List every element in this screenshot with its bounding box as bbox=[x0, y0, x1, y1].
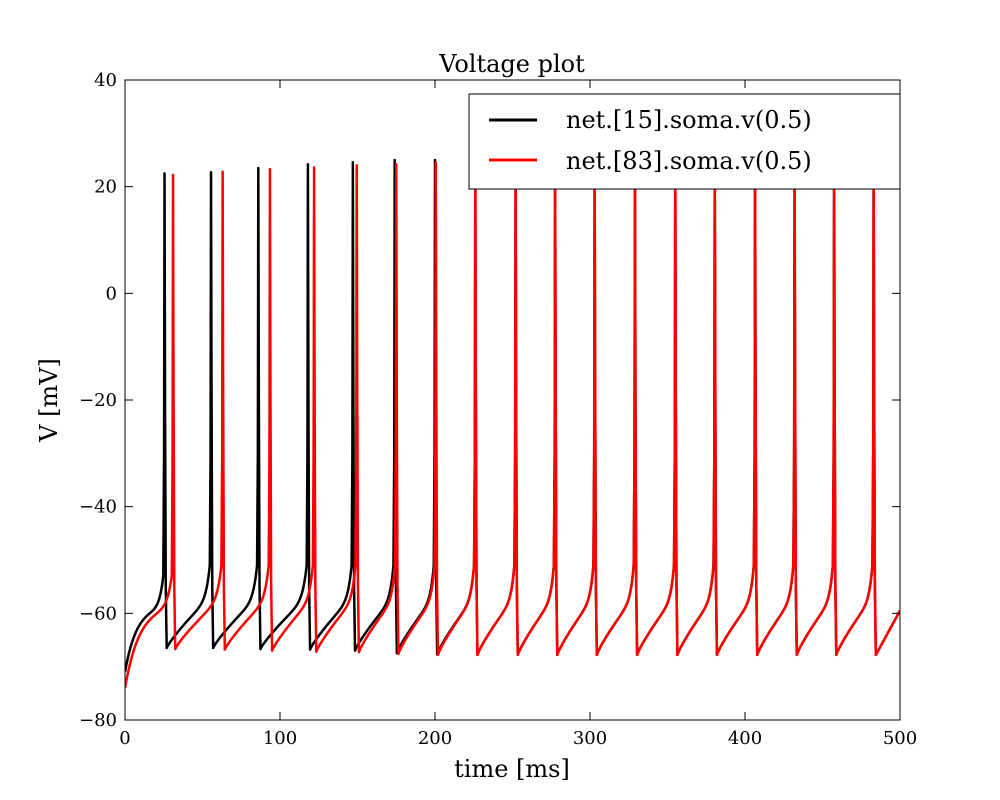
y-tick-label: −20 bbox=[79, 390, 117, 411]
x-tick-label: 0 bbox=[119, 728, 130, 749]
legend-label-series-1: net.[15].soma.v(0.5) bbox=[566, 106, 812, 134]
y-axis-label: V [mV] bbox=[35, 358, 63, 443]
x-axis-label: time [ms] bbox=[454, 755, 570, 783]
legend-label-series-2: net.[83].soma.v(0.5) bbox=[566, 147, 812, 175]
y-tick-label: 20 bbox=[94, 177, 117, 198]
y-tick-label: 40 bbox=[94, 70, 117, 91]
series-line-2 bbox=[125, 158, 900, 689]
series-layer bbox=[125, 158, 900, 689]
legend-box bbox=[468, 93, 901, 190]
chart-title: Voltage plot bbox=[438, 50, 585, 78]
y-tick-label: 0 bbox=[106, 283, 117, 304]
legend: net.[15].soma.v(0.5) net.[83].soma.v(0.5… bbox=[468, 93, 901, 190]
series-line-1 bbox=[125, 158, 900, 673]
x-tick-label: 300 bbox=[573, 728, 607, 749]
x-tick-label: 200 bbox=[418, 728, 452, 749]
y-tick-label: −40 bbox=[79, 497, 117, 518]
y-tick-label: −60 bbox=[79, 603, 117, 624]
x-tick-label: 100 bbox=[263, 728, 297, 749]
x-tick-label: 400 bbox=[728, 728, 762, 749]
tick-layer: 0 100 200 300 400 500 −80 −60 −40 −20 0 20 40 bbox=[79, 70, 917, 749]
x-tick-label: 500 bbox=[883, 728, 917, 749]
y-tick-label: −80 bbox=[79, 710, 117, 731]
